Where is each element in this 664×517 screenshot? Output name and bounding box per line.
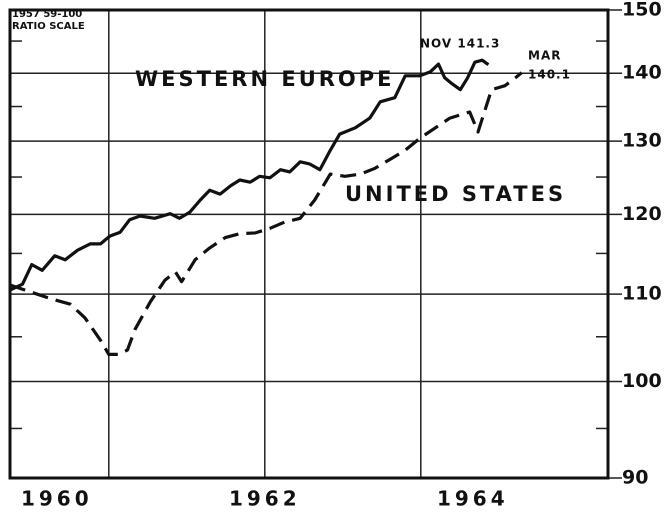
data-line	[9, 58, 490, 292]
axis-note: RATIO SCALE	[12, 21, 85, 32]
annotation: 140.1	[528, 68, 571, 82]
x-tick-label: 1960	[21, 487, 93, 511]
y-tick-label: 100	[622, 370, 662, 392]
annotation: MAR	[528, 49, 561, 63]
x-tick-label: 1964	[437, 487, 509, 511]
plot-frame	[8, 8, 610, 480]
y-tick-label: 120	[622, 203, 662, 225]
series-label: WESTERN EUROPE	[135, 67, 395, 91]
y-tick-label: 150	[622, 0, 662, 21]
annotation: NOV 141.3	[420, 37, 500, 51]
y-tick-label: 110	[622, 283, 662, 305]
x-tick-label: 1962	[229, 487, 301, 511]
series-label: UNITED STATES	[345, 182, 566, 206]
y-tick-label: 90	[622, 467, 648, 489]
y-tick-label: 140	[622, 62, 662, 84]
data-line	[9, 71, 523, 356]
y-tick-label: 130	[622, 130, 662, 152]
subtitle: 1957 59-100	[12, 9, 82, 20]
